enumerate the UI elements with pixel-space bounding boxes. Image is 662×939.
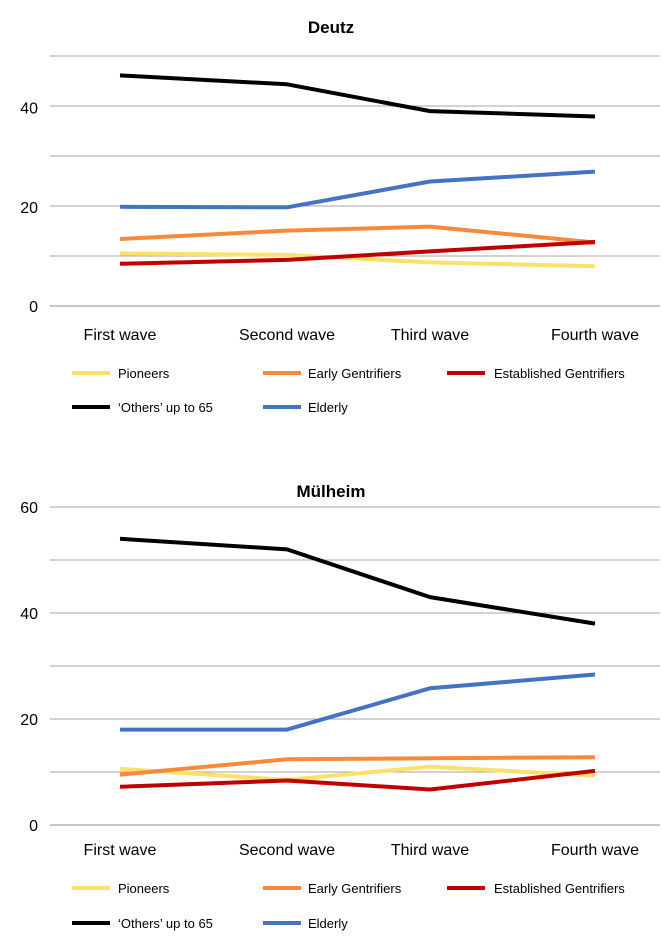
x-tick-label: Fourth wave	[551, 327, 639, 344]
chart-title: Deutz	[308, 18, 354, 37]
x-tick-label: Second wave	[239, 842, 335, 859]
legend-label-established-gentrifiers: Established Gentrifiers	[494, 881, 625, 896]
y-tick-label: 20	[20, 712, 38, 729]
x-tick-label: First wave	[84, 327, 157, 344]
chart-deutz: Deutz 0 20 40 First wave Second wave Third wav…	[0, 0, 662, 425]
series-line-others-up-to-65	[119, 73, 596, 119]
series-line-others-up-to-65	[119, 536, 596, 626]
legend-label-elderly: Elderly	[308, 400, 348, 415]
series-line-established-gentrifiers	[119, 240, 596, 266]
legend-label-others-up-to-65: ‘Others’ up to 65	[118, 400, 213, 415]
legend-label-pioneers: Pioneers	[118, 366, 170, 381]
x-tick-label: Third wave	[391, 327, 469, 344]
series-line-elderly	[119, 169, 596, 210]
x-tick-label: Third wave	[391, 842, 469, 859]
series-line-elderly	[120, 672, 596, 732]
y-tick-label: 40	[20, 606, 38, 623]
x-tick-label: First wave	[84, 842, 157, 859]
legend-label-elderly: Elderly	[308, 916, 348, 931]
legend-label-established-gentrifiers: Established Gentrifiers	[494, 366, 625, 381]
legend-label-early-gentrifiers: Early Gentrifiers	[308, 366, 402, 381]
y-tick-label: 40	[20, 101, 38, 118]
y-tick-label: 0	[29, 818, 38, 835]
y-tick-label: 60	[20, 500, 38, 517]
series-line-early-gentrifiers	[119, 755, 596, 777]
x-tick-label: Fourth wave	[551, 842, 639, 859]
chart-title: Mülheim	[297, 482, 366, 501]
legend-label-early-gentrifiers: Early Gentrifiers	[308, 881, 402, 896]
series-line-early-gentrifiers	[119, 224, 596, 245]
series-line-established-gentrifiers	[119, 768, 596, 792]
legend-label-pioneers: Pioneers	[118, 881, 170, 896]
chart-muelheim-svg: Mülheim 0 20 40 60 First wave Second wave Third…	[20, 482, 660, 931]
series-line-pioneers	[119, 764, 596, 782]
series-line-pioneers	[119, 251, 596, 269]
x-tick-label: Second wave	[239, 327, 335, 344]
chart-muelheim: Mülheim 0 20 40 60 First wave Second wave Third…	[0, 470, 662, 939]
chart-deutz-svg: Deutz 0 20 40 First wave Second wave Third wav…	[20, 18, 660, 415]
y-tick-label: 20	[20, 200, 38, 217]
legend-label-others-up-to-65: ‘Others’ up to 65	[118, 916, 213, 931]
y-tick-label: 0	[29, 299, 38, 316]
